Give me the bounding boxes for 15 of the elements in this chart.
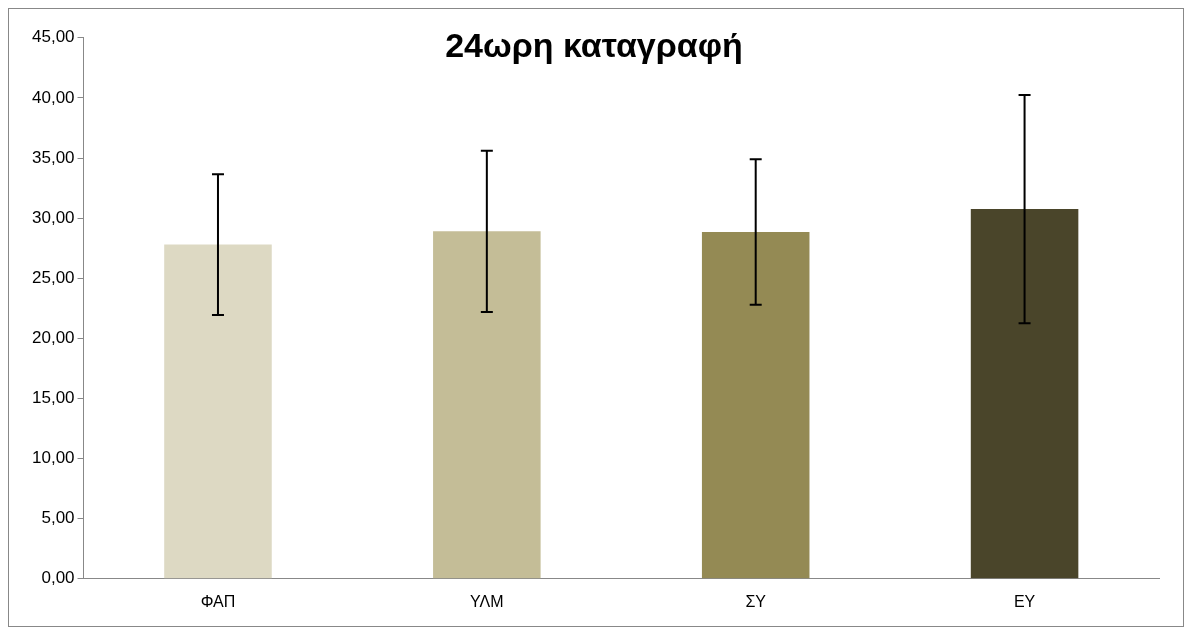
x-tick-label: ΕΥ — [1013, 592, 1036, 610]
y-tick-label: 0,00 — [41, 568, 75, 588]
y-tick-label: 15,00 — [31, 388, 75, 408]
y-tick-label: 25,00 — [31, 267, 75, 287]
y-tick-label: 45,00 — [31, 27, 75, 47]
y-tick-label: 30,00 — [31, 207, 75, 227]
y-tick-label: 40,00 — [31, 87, 75, 107]
x-tick-label: ΥΛΜ — [470, 592, 504, 610]
y-tick-label: 20,00 — [31, 328, 75, 348]
x-tick-label: ΦΑΠ — [200, 592, 236, 610]
y-tick-label: 5,00 — [41, 508, 75, 528]
y-tick-label: 10,00 — [31, 448, 75, 468]
y-tick-label: 35,00 — [31, 147, 75, 167]
x-tick-label: ΣΥ — [745, 592, 767, 610]
chart-title: 24ωρη καταγραφή — [445, 25, 743, 64]
